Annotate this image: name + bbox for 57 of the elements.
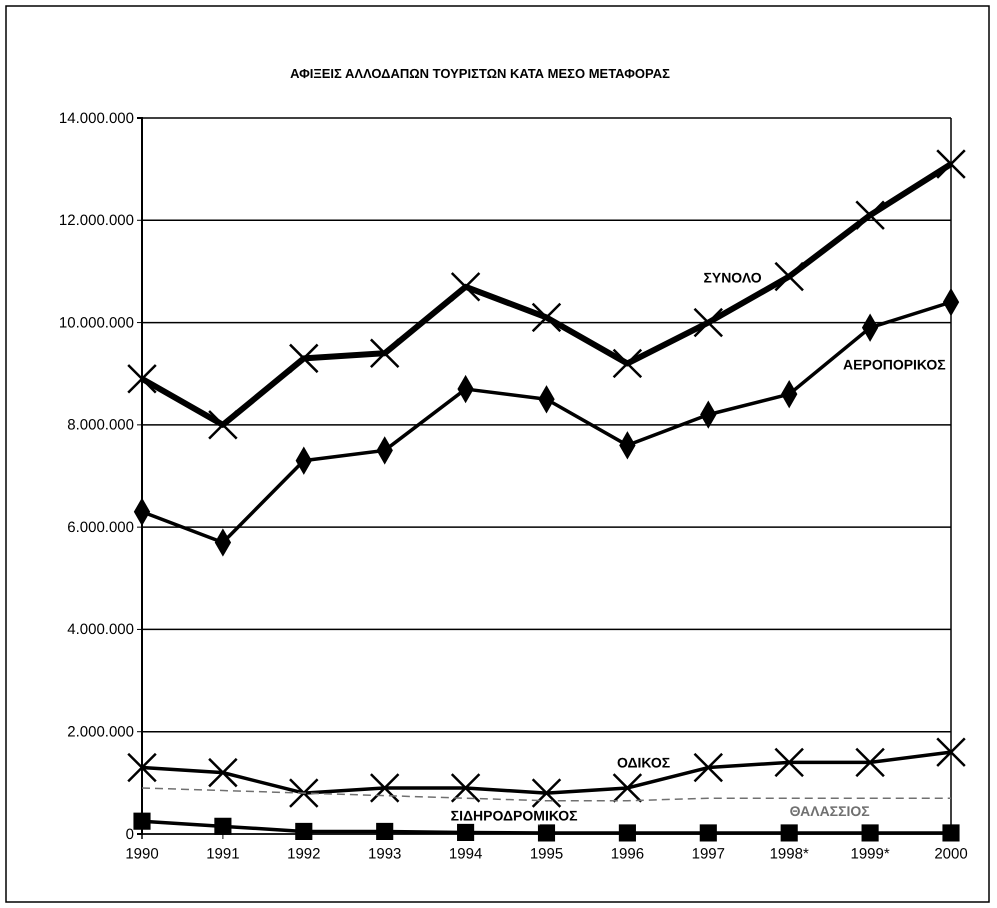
- y-tick-label: 0: [126, 826, 134, 843]
- point: [376, 822, 394, 840]
- point: [531, 302, 562, 333]
- point: [862, 824, 879, 842]
- y-tick-label: 6.000.000: [67, 518, 134, 536]
- point: [288, 343, 319, 374]
- chart-title: ΑΦΙΞΕΙΣ ΑΛΛΟΔΑΠΩΝ ΤΟΥΡΙΣΤΩΝ ΚΑΤΑ ΜΕΣΟ ΜΕΤΑΦΟΡΑΣ: [290, 66, 670, 81]
- point: [370, 338, 400, 368]
- point: [693, 308, 724, 338]
- y-tick-label: 10.000.000: [58, 314, 134, 332]
- point: [450, 272, 481, 302]
- x-tick-label: 1993: [368, 846, 402, 862]
- x-tick-label: 1998*: [770, 846, 809, 862]
- point: [126, 364, 158, 394]
- point: [295, 822, 312, 840]
- point: [612, 348, 642, 379]
- point: [457, 824, 474, 842]
- x-tick-label: 2000: [934, 846, 968, 862]
- point: [774, 747, 804, 778]
- point: [936, 148, 966, 180]
- x-tick-label: 1995: [530, 846, 564, 862]
- point: [208, 758, 238, 788]
- point: [780, 824, 798, 842]
- point: [208, 410, 238, 440]
- point: [618, 824, 636, 842]
- x-tick-label: 1991: [206, 846, 240, 862]
- point: [370, 772, 400, 804]
- point: [612, 772, 642, 804]
- x-tick-label: 1994: [448, 846, 482, 862]
- series-label: ΟΔΙΚΟΣ: [616, 754, 670, 771]
- y-tick-label: 14.000.000: [58, 110, 134, 127]
- point: [942, 824, 960, 842]
- series-label: ΣΙΔΗΡΟΔΡΟΜΙΚΟΣ: [450, 807, 578, 824]
- point: [774, 261, 804, 292]
- y-tick-label: 2.000.000: [67, 724, 134, 741]
- x-tick-label: 1997: [692, 846, 725, 862]
- x-tick-label: 1999*: [850, 846, 890, 862]
- point: [936, 737, 966, 768]
- point: [538, 824, 556, 842]
- y-tick-label: 8.000.000: [67, 416, 134, 434]
- point: [693, 752, 724, 783]
- series-label: ΑΕΡΟΠΟΡΙΚΟΣ: [843, 356, 946, 373]
- point: [126, 752, 158, 783]
- x-tick-label: 1996: [610, 846, 644, 862]
- series-label: ΘΑΛΑΣΣΙΟΣ: [790, 802, 870, 819]
- x-tick-label: 1990: [125, 846, 159, 862]
- y-tick-label: 12.000.000: [58, 212, 134, 230]
- y-tick-label: 4.000.000: [67, 621, 134, 638]
- point: [214, 818, 232, 835]
- point: [531, 778, 562, 808]
- point: [450, 772, 481, 804]
- point: [855, 747, 886, 778]
- x-tick-label: 1992: [287, 846, 320, 862]
- series-label: ΣΥΝΟΛΟ: [703, 269, 762, 286]
- point: [133, 812, 151, 830]
- point: [855, 200, 886, 230]
- point: [700, 824, 717, 842]
